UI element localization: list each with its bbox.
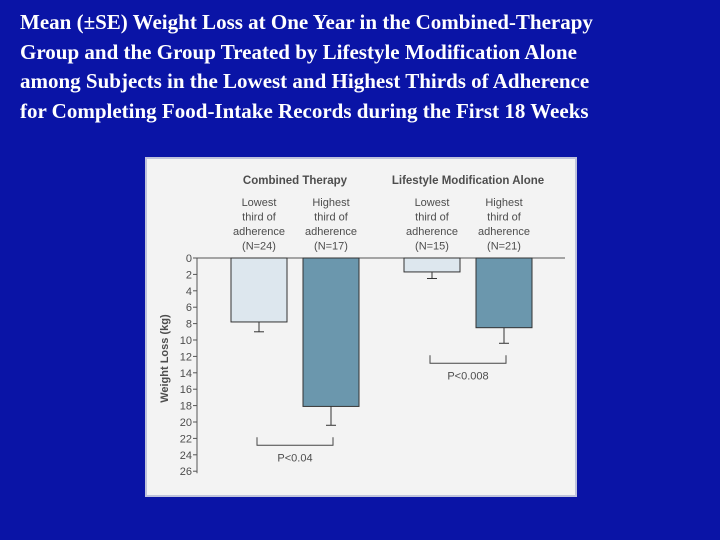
category-label: Lowest bbox=[242, 197, 277, 209]
comparison-bracket bbox=[256, 437, 334, 446]
title-line: Group and the Group Treated by Lifestyle… bbox=[20, 39, 577, 64]
category-label: (N=15) bbox=[415, 241, 449, 253]
category-label: adherence bbox=[233, 226, 285, 238]
category-label: (N=24) bbox=[242, 241, 276, 253]
category-label: third of bbox=[415, 212, 450, 224]
y-tick-label: 26 bbox=[180, 466, 192, 478]
category-label: Lowest bbox=[415, 197, 450, 209]
comparison-bracket bbox=[429, 355, 507, 364]
y-axis-label: Weight Loss (kg) bbox=[159, 314, 171, 403]
comparisons: P<0.04 P<0.008 bbox=[256, 355, 507, 464]
y-tick-label: 12 bbox=[180, 351, 192, 363]
y-tick-label: 24 bbox=[180, 450, 192, 462]
group-header: Combined Therapy bbox=[243, 175, 348, 187]
title-line: Mean (±SE) Weight Loss at One Year in th… bbox=[20, 10, 593, 34]
group-headers: Combined Therapy Lowest third of adherence (… bbox=[233, 175, 544, 253]
category-label: Highest bbox=[485, 197, 522, 209]
category-label: third of bbox=[487, 212, 522, 224]
y-tick-label: 18 bbox=[180, 401, 192, 413]
y-tick-label: 6 bbox=[186, 302, 192, 314]
y-tick-label: 20 bbox=[180, 417, 192, 429]
y-tick-label: 4 bbox=[186, 286, 192, 298]
category-label: (N=21) bbox=[487, 241, 521, 253]
group-header: Lifestyle Modification Alone bbox=[392, 175, 544, 187]
category-label: adherence bbox=[305, 226, 357, 238]
y-tick-label: 16 bbox=[180, 384, 192, 396]
title-line: for Completing Food-Intake Records durin… bbox=[20, 98, 589, 123]
p-value-label: P<0.04 bbox=[277, 452, 312, 464]
bar-lowest-third bbox=[230, 257, 288, 323]
y-tick-label: 0 bbox=[186, 253, 192, 265]
category-label: (N=17) bbox=[314, 241, 348, 253]
category-label: Highest bbox=[312, 197, 349, 209]
category-label: third of bbox=[314, 212, 349, 224]
title-line: among Subjects in the Lowest and Highest… bbox=[20, 69, 590, 93]
bar-highest-third bbox=[302, 257, 360, 407]
bar-highest-third bbox=[475, 257, 533, 329]
slide-title: Mean (±SE) Weight Loss at One Year in th… bbox=[20, 8, 710, 126]
p-value-label: P<0.008 bbox=[447, 370, 488, 382]
bar-lowest-third bbox=[403, 257, 461, 273]
y-tick-label: 22 bbox=[180, 433, 192, 445]
chart-figure: 0 2 4 6 8 10 12 14 16 18 20 22 24 26 Weight Loss (kg) … bbox=[145, 157, 577, 497]
category-label: adherence bbox=[406, 226, 458, 238]
y-tick-label: 10 bbox=[180, 335, 192, 347]
category-label: third of bbox=[242, 212, 277, 224]
bars bbox=[230, 257, 533, 426]
category-label: adherence bbox=[478, 226, 530, 238]
y-tick-label: 8 bbox=[186, 319, 192, 331]
y-tick-label: 2 bbox=[186, 269, 192, 281]
y-tick-label: 14 bbox=[180, 368, 192, 380]
